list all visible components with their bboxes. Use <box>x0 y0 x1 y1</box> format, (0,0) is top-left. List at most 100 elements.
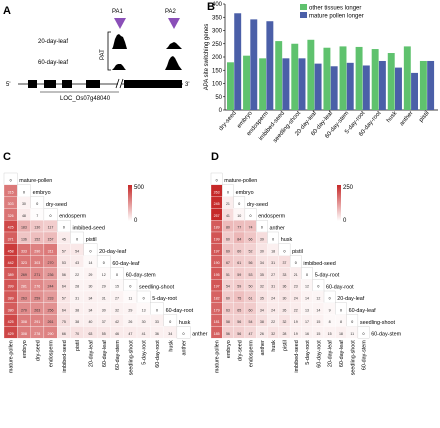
heat-cell-value: 64 <box>62 285 66 289</box>
bar-pollen <box>427 60 435 110</box>
heat-row-label: 60-day-leaf <box>112 261 139 267</box>
colorbar-d <box>337 185 341 221</box>
bar-other <box>259 58 267 110</box>
heat-cell-value: 0 <box>317 285 319 289</box>
heat-col-label: seedling-shoot <box>128 340 134 376</box>
heat-row-label: 5-day-root <box>152 296 177 302</box>
heat-cell-value: 28 <box>75 285 79 289</box>
colorbar-c-max: 500 <box>134 185 145 191</box>
heat-cell-value: 261 <box>48 320 54 324</box>
heat-cell-value: 15 <box>328 332 332 336</box>
bar-other <box>355 46 363 110</box>
y-tick-label: 350 <box>212 15 223 21</box>
colorbar-d-min: 0 <box>343 218 347 224</box>
pa2-label: PA2 <box>165 9 177 15</box>
heat-cell-value: 37 <box>282 261 286 265</box>
heat-cell-value: 75 <box>62 320 66 324</box>
heat-row-label: 60-day-stem <box>371 332 401 338</box>
heat-cell-value: 12 <box>102 273 106 277</box>
bar-other <box>307 39 315 110</box>
heat-cell-value: 290 <box>48 332 54 336</box>
heat-cell-value: 291 <box>34 320 40 324</box>
heat-cell-value: 57 <box>62 249 66 253</box>
heat-row-label: mature-pollen <box>224 178 257 184</box>
bar-legend: other tissues longer mature pollen longe… <box>300 4 364 20</box>
heat-cell-value: 38 <box>75 320 79 324</box>
x-tick-label: husk <box>386 110 399 124</box>
heat-cell-value: 30 <box>102 308 106 312</box>
heat-cell-value: 32 <box>282 320 286 324</box>
heat-col-label: 60-day-stem <box>115 340 121 370</box>
heatmap-c-colorbar: 500 0 <box>128 185 145 224</box>
heat-cell-value: 197 <box>214 249 220 253</box>
y-tick-label: 50 <box>215 95 222 101</box>
heat-cell-value: 56 <box>237 332 241 336</box>
gene-exon-utr <box>124 80 182 88</box>
heat-col-label: embryo <box>226 340 232 358</box>
heat-cell-value: 35 <box>260 273 264 277</box>
heat-cell-value: 24 <box>271 296 275 300</box>
heat-cell-value: 29 <box>102 285 106 289</box>
track-label-60-day-leaf: 60-day-leaf <box>38 60 68 66</box>
heat-cell-value: 47 <box>128 332 132 336</box>
heat-cell-value: 181 <box>214 320 220 324</box>
heat-cell-value: 0 <box>329 296 331 300</box>
heat-row-label: imbibed-seed <box>303 261 335 267</box>
heat-cell-value: 183 <box>21 226 27 230</box>
heat-cell-value: 46 <box>115 332 119 336</box>
heat-cell-value: 31 <box>102 296 106 300</box>
heat-cell-value: 244 <box>48 285 54 289</box>
bar-other <box>227 62 234 110</box>
heat-cell-value: 29 <box>128 308 132 312</box>
heat-cell-value: 52 <box>249 249 253 253</box>
heat-cell-value: 36 <box>155 332 159 336</box>
y-tick-label: 200 <box>212 55 223 61</box>
legend-swatch-pollen <box>300 12 307 18</box>
heat-row-label: seedling-shoot <box>139 284 175 290</box>
heat-cell-value: 0 <box>63 226 65 230</box>
heat-cell-value: 30 <box>282 296 286 300</box>
heat-cell-value: 32 <box>260 285 264 289</box>
heat-cell-value: 152 <box>34 237 40 241</box>
heat-cell-value: 30 <box>260 249 264 253</box>
heat-cell-value: 0 <box>306 273 308 277</box>
heat-cell-value: 425 <box>8 226 14 230</box>
heat-cell-value: 34 <box>260 308 264 312</box>
gene-id-label: LOC_Os07g48040 <box>60 96 111 102</box>
panel-b-letter: B <box>207 1 215 13</box>
heat-cell-value: 38 <box>260 320 264 324</box>
heat-cell-value: 63 <box>88 332 92 336</box>
heat-cell-value: 199 <box>214 237 220 241</box>
y-tick-label: 150 <box>212 68 223 74</box>
heat-cell-value: 0 <box>363 332 365 336</box>
heat-col-label: 20-day-leaf <box>88 340 94 367</box>
heat-row-label: mature-pollen <box>19 178 52 184</box>
track-label-20-day-leaf: 20-day-leaf <box>38 39 68 45</box>
heat-cell-value: 8 <box>340 320 342 324</box>
heat-cell-value: 16 <box>305 332 309 336</box>
heat-cell-value: 389 <box>8 273 14 277</box>
bar-other <box>323 47 331 110</box>
heat-cell-value: 64 <box>62 308 66 312</box>
x-tick-label: pistil <box>418 110 430 123</box>
heat-cell-value: 14 <box>88 261 92 265</box>
heat-cell-value: 27 <box>271 273 275 277</box>
heat-cell-value: 26 <box>260 332 264 336</box>
heat-cell-value: 22 <box>294 308 298 312</box>
heat-cell-value: 56 <box>62 273 66 277</box>
heat-cell-value: 54 <box>75 249 79 253</box>
heat-row-label: embryo <box>33 190 51 196</box>
heat-cell-diagonal <box>357 326 370 339</box>
panel-a: A PA1 PA2 20-day-leaf 60-day-leaf PAT 5'… <box>3 5 189 102</box>
heat-cell-value: 13 <box>305 308 309 312</box>
heat-cell-value: 36 <box>282 285 286 289</box>
heat-cell-value: 65 <box>237 308 241 312</box>
heat-cell-value: 31 <box>271 285 275 289</box>
heat-cell-value: 303 <box>8 202 14 206</box>
peak-pa1-track2 <box>112 64 126 70</box>
heat-cell-diagonal <box>176 326 191 339</box>
heat-cell-value: 13 <box>142 308 146 312</box>
heat-cell-value: 276 <box>34 285 40 289</box>
heat-row-label: pistil <box>292 249 303 255</box>
